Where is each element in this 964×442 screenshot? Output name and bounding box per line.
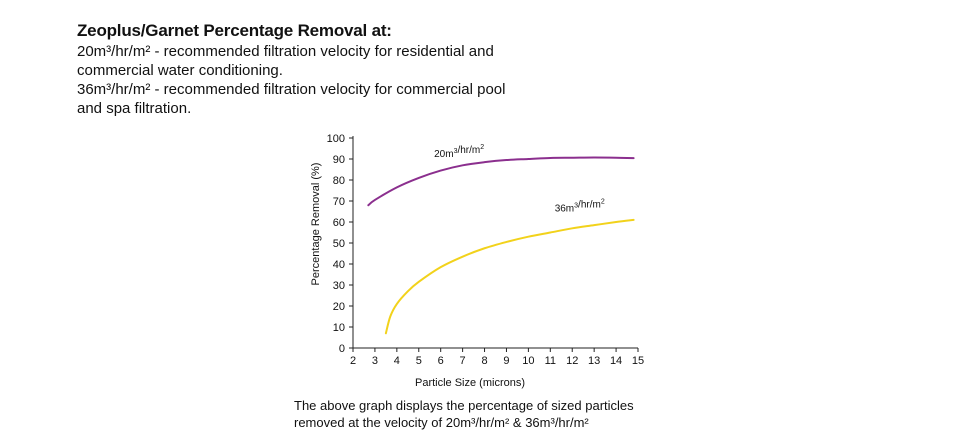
- y-tick-label: 0: [339, 343, 345, 355]
- x-tick-label: 11: [545, 355, 556, 367]
- intro-line-4: and spa filtration.: [77, 100, 192, 117]
- x-tick-label: 7: [460, 355, 466, 367]
- y-tick-label: 60: [333, 217, 345, 229]
- y-tick-label: 30: [333, 280, 345, 292]
- intro-line-1: 20m³/hr/m² - recommended filtration velo…: [77, 43, 494, 60]
- chart-svg: 0 10 20 30 40 50 60 70 80 90 100 2 3 4 5 6 7 8 9 10 11 12 13 14…: [310, 133, 644, 389]
- y-tick-label: 40: [333, 259, 345, 271]
- x-tick-label: 6: [438, 355, 444, 367]
- x-tick-label: 12: [566, 355, 578, 367]
- axes: 0 10 20 30 40 50 60 70 80 90 100 2 3 4 5 6 7 8 9 10 11 12 13 14…: [327, 133, 644, 367]
- x-tick-label: 8: [481, 355, 487, 367]
- x-tick-label: 10: [522, 355, 534, 367]
- caption-line-1: The above graph displays the percentage …: [294, 398, 634, 413]
- y-tick-label: 50: [333, 238, 345, 250]
- y-tick-label: 20: [333, 301, 345, 313]
- series-line-1: [367, 156, 635, 207]
- removal-chart: 0 10 20 30 40 50 60 70 80 90 100 2 3 4 5 6 7 8 9 10 11 12 13 14…: [300, 120, 660, 400]
- intro-line-2: commercial water conditioning.: [77, 62, 283, 79]
- x-tick-label: 9: [503, 355, 509, 367]
- series-label-2: 36m3/hr/m2: [555, 199, 605, 215]
- x-tick-label: 2: [350, 355, 356, 367]
- x-tick-label: 3: [372, 355, 378, 367]
- x-tick-label: 14: [610, 355, 622, 367]
- x-tick-label: 5: [416, 355, 422, 367]
- x-tick-label: 15: [632, 355, 644, 367]
- y-axis-label: Percentage Removal (%): [310, 163, 322, 286]
- intro-text: Zeoplus/Garnet Percentage Removal at: 20…: [77, 20, 597, 118]
- series-line-2: [384, 218, 635, 335]
- series-lines: [367, 156, 635, 335]
- y-tick-label: 70: [333, 196, 345, 208]
- y-tick-label: 100: [327, 133, 345, 145]
- x-tick-label: 13: [588, 355, 600, 367]
- y-tick-label: 10: [333, 322, 345, 334]
- y-tick-label: 90: [333, 154, 345, 166]
- caption-line-2: removed at the velocity of 20m³/hr/m² & …: [294, 415, 589, 430]
- x-tick-label: 4: [394, 355, 400, 367]
- page-title: Zeoplus/Garnet Percentage Removal at:: [77, 21, 392, 40]
- series-labels: 20m3/hr/m2 36m3/hr/m2: [434, 144, 605, 215]
- chart-caption: The above graph displays the percentage …: [294, 397, 634, 431]
- series-label-1: 20m3/hr/m2: [434, 144, 484, 160]
- y-tick-label: 80: [333, 175, 345, 187]
- intro-line-3: 36m³/hr/m² - recommended filtration velo…: [77, 81, 506, 98]
- x-axis-label: Particle Size (microns): [415, 377, 525, 389]
